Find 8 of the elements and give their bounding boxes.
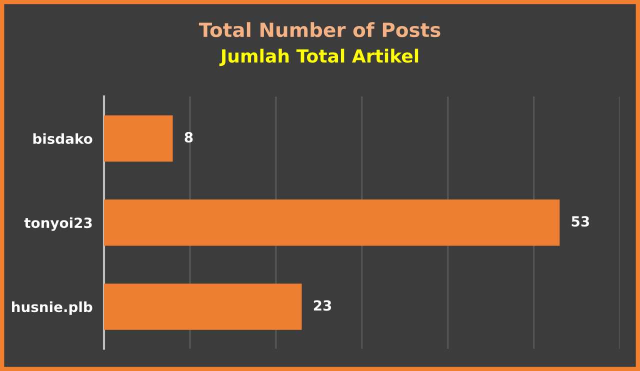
chart-subtitle: Jumlah Total Artikel — [219, 48, 418, 66]
y-tick-label: husnie.plb — [12, 301, 92, 315]
data-label: 53 — [572, 216, 589, 227]
y-tick-label: bisdako — [33, 133, 92, 144]
y-tick-label: tonyoi23 — [24, 217, 92, 231]
chart-title: Total Number of Posts — [198, 22, 440, 38]
data-label: 8 — [184, 132, 193, 143]
data-label: 23 — [314, 300, 332, 311]
